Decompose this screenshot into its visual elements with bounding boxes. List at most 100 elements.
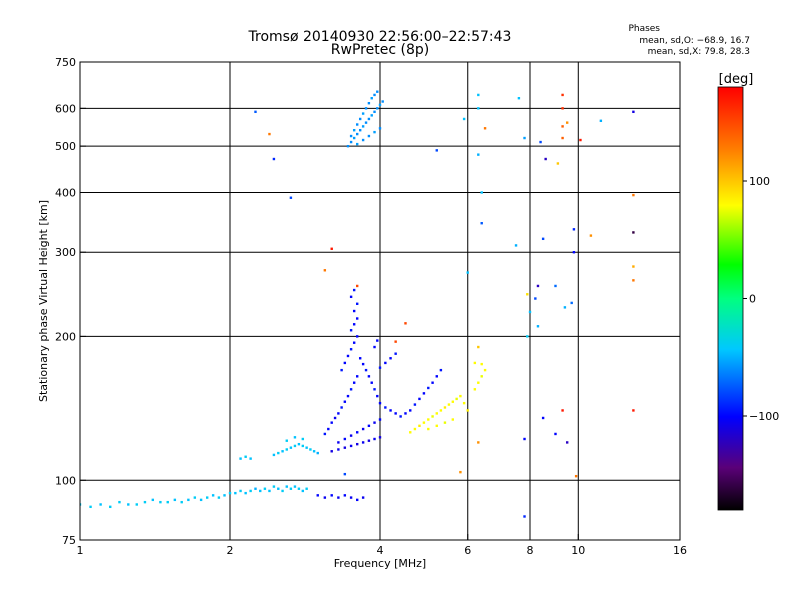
data-point — [349, 444, 353, 448]
data-point — [343, 400, 347, 403]
data-point — [254, 487, 257, 490]
data-point — [367, 101, 371, 105]
data-point — [384, 361, 387, 365]
data-point — [483, 368, 487, 372]
data-point — [384, 406, 387, 409]
data-point — [473, 361, 477, 365]
data-point — [528, 310, 532, 314]
colorbar — [717, 86, 744, 511]
data-point — [477, 381, 480, 384]
data-point — [223, 494, 226, 497]
data-point — [427, 418, 430, 421]
x-tick-label: 6 — [464, 544, 471, 557]
data-point — [330, 247, 333, 250]
data-point — [249, 489, 252, 493]
data-point — [217, 496, 221, 499]
data-point — [337, 496, 340, 499]
data-point — [443, 421, 447, 424]
data-point — [323, 432, 327, 436]
data-point — [199, 498, 203, 502]
data-point — [316, 451, 319, 455]
data-point — [361, 496, 365, 499]
data-point — [367, 134, 371, 138]
data-point — [477, 345, 480, 349]
data-point — [337, 412, 340, 415]
data-point — [361, 362, 365, 366]
data-point — [340, 406, 343, 409]
data-point — [632, 110, 635, 114]
colorbar-ticks: 100 0 −100 — [743, 175, 779, 423]
y-tick-label: 400 — [55, 186, 76, 199]
data-point — [358, 117, 362, 121]
data-point — [599, 119, 603, 123]
data-point — [480, 362, 483, 366]
data-point — [378, 366, 382, 369]
data-point — [561, 136, 564, 140]
x-tick-label: 4 — [377, 544, 384, 557]
grid-lines — [80, 62, 680, 540]
data-point — [361, 125, 365, 128]
data-point — [473, 388, 477, 391]
data-point — [349, 134, 353, 138]
data-point — [565, 441, 569, 444]
data-point — [399, 415, 402, 418]
x-tick-label: 16 — [673, 544, 687, 557]
data-point — [187, 498, 190, 502]
data-point — [272, 485, 276, 488]
data-point — [570, 301, 573, 305]
y-tick-label: 200 — [55, 330, 76, 343]
data-point — [323, 269, 327, 272]
y-tick-label: 750 — [55, 56, 76, 69]
data-point — [526, 293, 529, 296]
data-point — [466, 409, 469, 412]
stats-line-x: mean, sd,X: 79.8, 28.3 — [648, 47, 750, 57]
data-point — [459, 394, 462, 398]
data-point — [589, 234, 593, 237]
data-point — [526, 335, 529, 338]
data-point — [166, 500, 169, 504]
data-point — [309, 448, 312, 451]
data-point — [297, 487, 301, 490]
y-axis: 75 100 200 300 400 500 600 750 — [55, 56, 86, 547]
data-point — [340, 368, 343, 372]
colorbar-tick-label: 0 — [749, 293, 756, 306]
data-point — [285, 439, 288, 442]
data-point — [355, 302, 359, 305]
data-point — [409, 409, 412, 412]
data-point — [259, 489, 262, 493]
data-point — [263, 487, 267, 490]
data-point — [333, 416, 337, 420]
data-point — [477, 441, 480, 444]
data-point — [285, 448, 288, 451]
data-point — [541, 416, 545, 420]
data-point — [373, 130, 376, 134]
data-point — [297, 442, 301, 446]
data-point — [343, 361, 347, 365]
data-point — [389, 357, 392, 360]
y-tick-label: 600 — [55, 102, 76, 115]
data-point — [346, 394, 350, 398]
data-point — [435, 412, 438, 415]
data-point — [381, 100, 384, 103]
data-point — [539, 140, 542, 144]
data-point — [632, 231, 635, 234]
data-point — [301, 444, 305, 448]
data-point — [376, 394, 379, 398]
data-point — [312, 450, 316, 453]
y-tick-label: 100 — [55, 474, 76, 487]
data-point — [272, 157, 276, 161]
data-point — [268, 489, 271, 493]
data-point — [541, 237, 545, 241]
data-point — [554, 432, 557, 436]
data-point — [99, 503, 102, 506]
data-point — [413, 427, 417, 431]
data-point — [355, 132, 359, 136]
data-point — [361, 441, 365, 444]
data-point — [343, 472, 347, 476]
data-point — [483, 127, 487, 130]
data-point — [355, 142, 359, 146]
data-point — [404, 412, 407, 415]
data-point — [277, 487, 280, 490]
data-point — [462, 401, 466, 405]
data-point — [572, 251, 576, 254]
